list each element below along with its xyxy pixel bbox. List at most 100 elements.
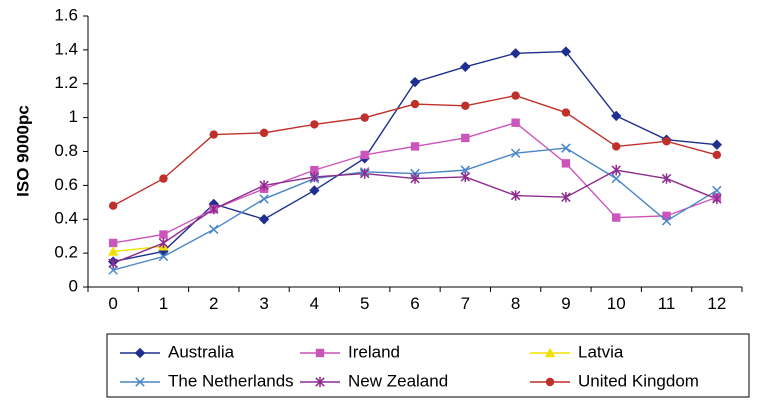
data-point [560,46,572,57]
legend-label: New Zealand [348,371,448,390]
x-tick-label: 6 [410,294,419,313]
data-point [410,99,420,109]
data-point [410,173,420,184]
data-point [712,150,722,160]
data-point [209,130,218,139]
data-point [259,194,269,204]
data-point [158,237,169,249]
data-point [460,165,471,175]
data-point [159,174,168,183]
legend-label: The Netherlands [168,371,294,390]
y-tick-label: 0.2 [54,243,78,262]
data-point [360,150,369,160]
y-tick-label: 1.4 [54,39,78,58]
data-point [661,216,672,226]
data-point [711,139,723,150]
legend-swatch-marker [544,347,556,358]
data-point [611,164,621,176]
series-markers [107,46,723,275]
data-point [662,137,671,146]
legend-label: Australia [168,342,235,361]
data-point [107,246,119,256]
data-point [561,159,571,168]
data-point [310,120,319,129]
legend-swatch-marker [134,347,146,359]
data-point [460,61,471,73]
y-tick-labels: 0 0.2 0.4 0.6 0.8 1 1.2 1.4 1.6 [54,5,78,295]
data-point [310,165,319,175]
series-line-3 [112,147,718,271]
data-point [561,143,571,153]
data-point [510,48,521,59]
data-point [209,224,219,235]
legend-swatch-marker [315,348,325,358]
x-tick-label: 10 [607,294,626,313]
legend: Australia Ireland Latvia The Netherlands New… [106,333,750,398]
data-point [712,185,722,196]
y-tick-label: 1.2 [54,73,78,92]
data-point [461,133,470,143]
data-point [461,101,470,110]
y-tick-label: 0.4 [54,209,78,228]
x-tick-label: 11 [658,294,676,313]
series-line-5 [112,94,718,207]
data-point [360,113,369,122]
y-tick-label: 0.6 [54,175,78,194]
x-tick-label: 2 [209,294,218,313]
data-point [209,203,219,215]
axes [83,15,743,292]
data-point [460,171,471,183]
legend-label: United Kingdom [578,371,699,390]
data-point [309,185,320,196]
y-axis-title: ISO 9000pc [13,105,32,197]
data-point [108,201,118,210]
legend-swatch-marker [135,377,145,387]
legend-label: Ireland [348,342,400,361]
data-point [510,148,521,158]
x-tick-labels: 0 1 2 3 4 5 6 7 8 9 10 11 12 [108,294,726,313]
data-point [712,193,722,205]
x-tick-label: 1 [159,294,168,313]
data-point [611,173,621,184]
y-axis-title-group: ISO 9000pc [13,105,32,197]
y-tick-label: 0.8 [54,141,78,160]
data-point [108,258,118,269]
x-tick-label: 8 [511,294,520,313]
y-tick-label: 0 [69,276,78,295]
y-tick-label: 1.6 [54,5,78,24]
data-point [359,168,370,179]
x-tick-label: 7 [461,294,470,313]
x-tick-label: 3 [259,294,268,313]
data-point [158,251,169,262]
data-point [510,190,521,201]
data-point [108,265,118,275]
x-tick-label: 9 [561,294,570,313]
data-point [511,91,520,100]
legend-label: Latvia [578,342,624,361]
legend-swatch-marker [315,376,325,388]
data-point [511,118,520,127]
y-tick-label: 1 [69,107,78,126]
data-point [662,211,671,221]
data-point [612,142,621,151]
series-line-2 [113,245,164,253]
data-point [159,230,168,239]
data-point [561,192,571,203]
legend-swatch-marker [545,377,555,387]
data-point [259,128,269,138]
data-point [611,110,622,122]
data-point [661,173,672,184]
data-point [409,76,421,88]
data-point [561,108,571,117]
x-tick-label: 5 [360,294,369,313]
data-point [258,214,270,225]
data-point [108,238,118,248]
data-point [259,180,269,191]
data-point [612,213,621,222]
x-tick-label: 4 [310,294,319,313]
legend-box [106,333,750,398]
x-tick-label: 0 [108,294,117,313]
data-point [410,142,420,151]
x-tick-label: 12 [707,294,726,313]
